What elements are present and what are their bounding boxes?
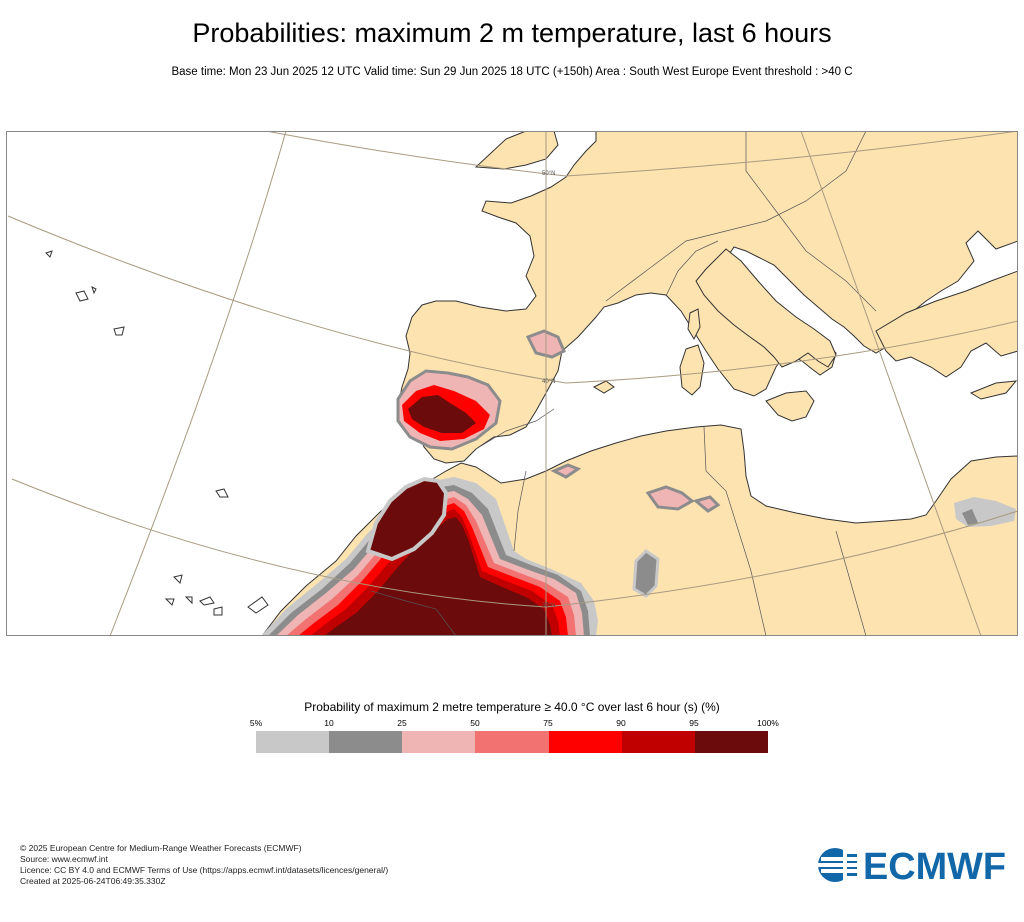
chart-subtitle: Base time: Mon 23 Jun 2025 12 UTC Valid … <box>171 66 853 78</box>
land-sardinia <box>679 344 705 396</box>
land-italy <box>695 248 837 368</box>
map-frame <box>6 131 1018 636</box>
legend-tick: 100% <box>757 718 779 728</box>
chart-title: Probabilities: maximum 2 m temperature, … <box>192 18 832 48</box>
prob-patch-algeria-3 <box>550 463 582 479</box>
legend-tick: 90 <box>616 718 626 728</box>
footer-source: Source: www.ecmwf.int <box>20 854 108 864</box>
prob-band-95 <box>324 517 552 636</box>
legend-colorbar <box>256 731 768 753</box>
footer-licence: Licence: CC BY 4.0 and ECMWF Terms of Us… <box>20 865 389 875</box>
legend-color-swatch <box>329 731 403 753</box>
footer: © 2025 European Centre for Medium-Range … <box>20 843 388 887</box>
prob-blob-atlantic-core <box>372 485 440 553</box>
legend-tick: 75 <box>543 718 553 728</box>
legend-color-swatch <box>475 731 549 753</box>
ecmwf-logo-icon <box>818 846 857 884</box>
land-britain <box>474 131 559 170</box>
legend-color-swatch <box>548 731 622 753</box>
land-corsica <box>687 308 701 341</box>
atlantic-islands <box>45 250 269 616</box>
ecmwf-logo-text: ECMWF <box>863 846 1006 884</box>
land-crete <box>969 380 1018 400</box>
graticule-label-50n: 50°N <box>542 171 555 177</box>
country-borders <box>370 131 877 636</box>
legend-tick: 95 <box>689 718 699 728</box>
graticule-label-30n: 30°N <box>542 603 555 609</box>
legend-tick: 10 <box>324 718 334 728</box>
land-greece <box>875 270 1018 378</box>
legend-color-swatch <box>402 731 476 753</box>
graticule <box>7 131 1018 636</box>
prob-patch-algeria-1 <box>645 485 695 511</box>
ecmwf-logo: ECMWF <box>818 846 1006 884</box>
legend-color-swatch <box>694 731 768 753</box>
probability-map: 50°N 40°N 30°N <box>6 131 1018 636</box>
graticule-label-40n: 40°N <box>542 379 555 385</box>
legend-color-swatch <box>621 731 695 753</box>
legend-color-swatch <box>256 731 330 753</box>
legend-tick: 50 <box>470 718 480 728</box>
footer-created: Created at 2025-06-24T06:49:35.330Z <box>20 876 166 886</box>
prob-patch-algeria-2 <box>692 495 721 513</box>
legend-title: Probability of maximum 2 metre temperatu… <box>304 700 720 714</box>
legend-tick: 5% <box>249 718 263 728</box>
land-sicily <box>765 390 815 422</box>
land-balearics <box>592 380 615 394</box>
prob-patch-egypt-core <box>962 509 978 525</box>
legend-tick: 25 <box>397 718 407 728</box>
prob-patch-libya <box>632 549 660 598</box>
prob-patch-iberia-core <box>408 395 476 433</box>
footer-copyright: © 2025 European Centre for Medium-Range … <box>20 843 302 853</box>
